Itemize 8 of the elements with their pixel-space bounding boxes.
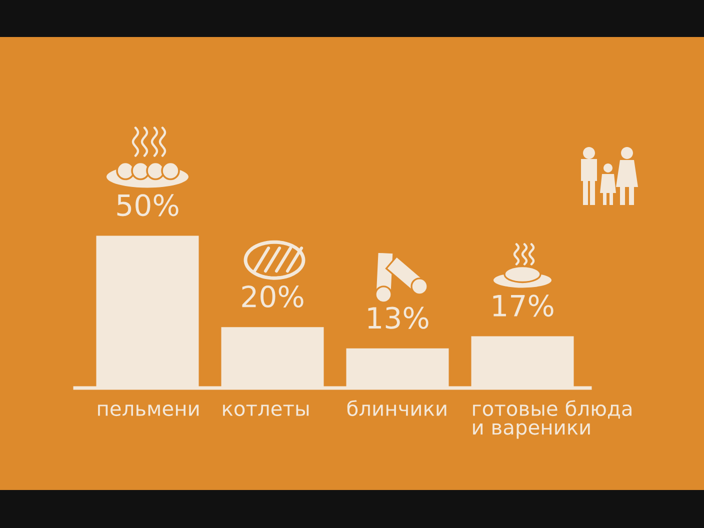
data-label: 50%: [117, 194, 178, 216]
x-tick-label: котлеты: [223, 404, 309, 416]
x-tick-label: блинчики: [347, 400, 446, 416]
data-label: 17%: [493, 294, 554, 317]
data-label: 20%: [242, 285, 304, 308]
data-label: 13%: [368, 306, 428, 329]
x-tick-label: пельмени: [98, 404, 199, 416]
x-tick-label: готовые блюда и вареники: [473, 400, 632, 439]
